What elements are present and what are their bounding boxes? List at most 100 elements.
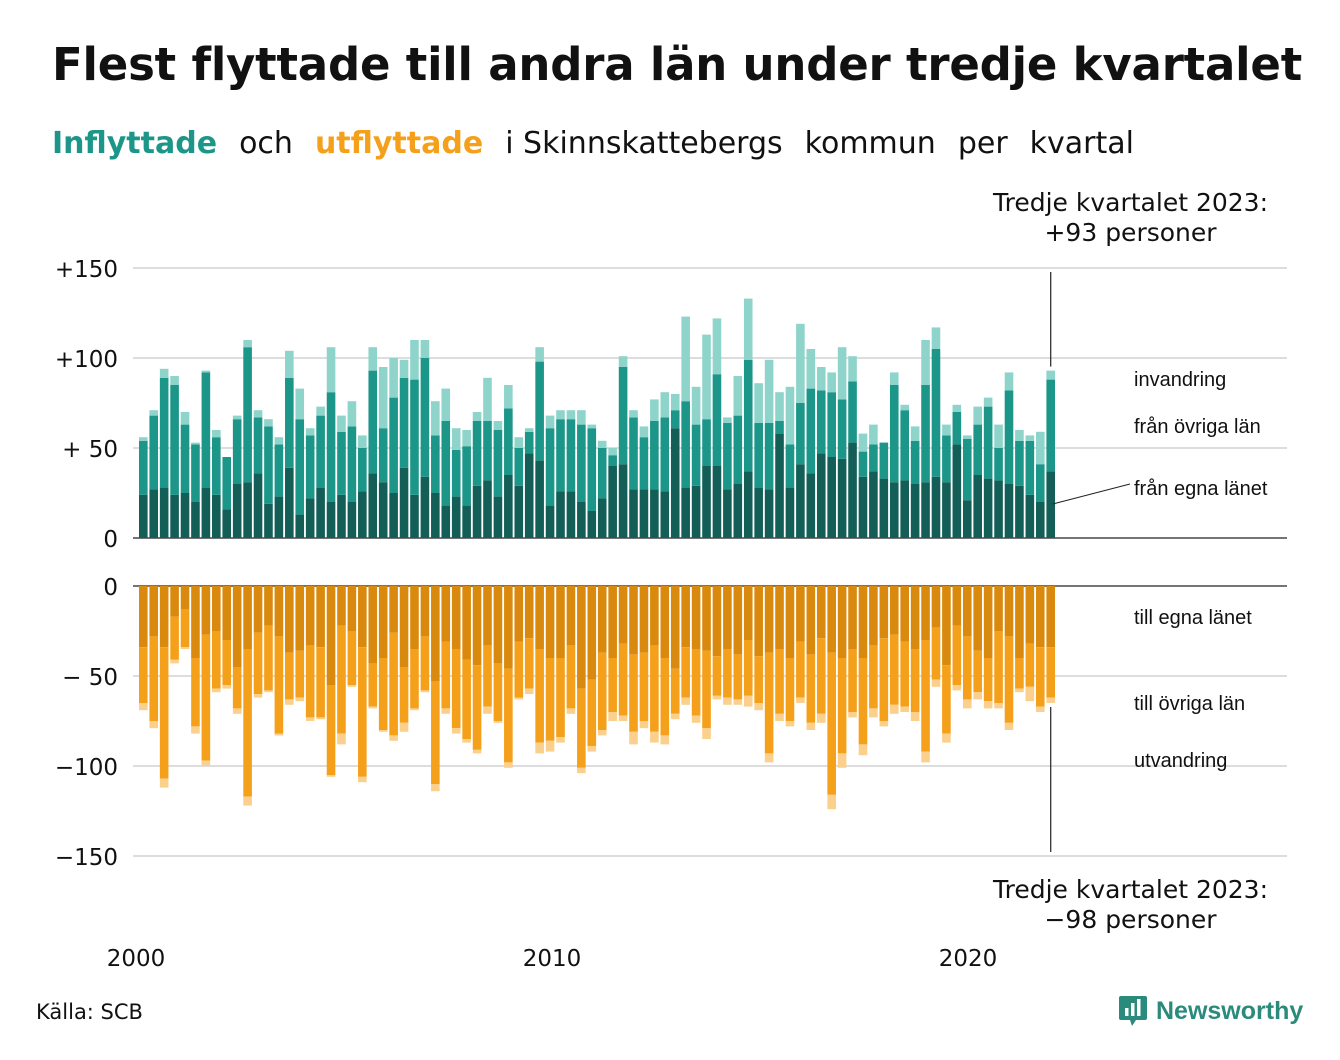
bar-outflow-ovriga bbox=[1015, 658, 1024, 689]
bar-outflow-utvandring bbox=[504, 762, 513, 768]
bar-outflow-ovriga bbox=[889, 634, 899, 705]
bar-outflow-ovriga bbox=[587, 679, 597, 747]
bar-inflow-egna bbox=[983, 478, 993, 538]
source-note: Källa: SCB bbox=[36, 1000, 143, 1024]
bar-inflow-invandring bbox=[159, 368, 169, 378]
bar-outflow-utvandring bbox=[264, 690, 273, 693]
bar-outflow-egna bbox=[420, 586, 430, 637]
bar-outflow-ovriga bbox=[191, 658, 200, 727]
bar-inflow-ovriga bbox=[535, 361, 544, 461]
bar-inflow-ovriga bbox=[983, 406, 993, 479]
bar-outflow-utvandring bbox=[378, 730, 388, 732]
bar-inflow-ovriga bbox=[514, 448, 524, 486]
bar-outflow-utvandring bbox=[577, 767, 586, 774]
bar-inflow-ovriga bbox=[1025, 440, 1035, 495]
bar-inflow-egna bbox=[472, 485, 482, 538]
bar-inflow-egna bbox=[535, 460, 544, 538]
bar-outflow-utvandring bbox=[775, 713, 784, 721]
bar-outflow-utvandring bbox=[931, 679, 941, 687]
bar-inflow-invandring bbox=[650, 399, 659, 421]
bar-outflow-ovriga bbox=[816, 638, 826, 714]
bar-inflow-ovriga bbox=[650, 421, 659, 490]
x-tick-label: 2000 bbox=[107, 946, 166, 972]
bar-inflow-egna bbox=[869, 471, 878, 538]
bar-inflow-invandring bbox=[253, 410, 263, 418]
bar-inflow-invandring bbox=[806, 349, 816, 389]
bar-outflow-ovriga bbox=[326, 685, 336, 775]
bar-outflow-ovriga bbox=[139, 647, 148, 703]
bar-outflow-egna bbox=[358, 586, 367, 648]
bar-outflow-egna bbox=[796, 586, 805, 642]
bar-outflow-ovriga bbox=[232, 667, 242, 709]
bar-outflow-ovriga bbox=[962, 636, 972, 700]
bar-outflow-egna bbox=[973, 586, 982, 651]
bar-outflow-utvandring bbox=[483, 706, 492, 714]
bar-outflow-ovriga bbox=[702, 650, 711, 729]
bar-outflow-ovriga bbox=[618, 643, 628, 716]
bar-inflow-invandring bbox=[681, 316, 690, 402]
bar-outflow-ovriga bbox=[170, 616, 179, 660]
bar-outflow-egna bbox=[858, 586, 868, 658]
bar-outflow-egna bbox=[493, 586, 503, 664]
bar-inflow-egna bbox=[712, 466, 722, 538]
bar-inflow-ovriga bbox=[691, 424, 701, 486]
bar-outflow-ovriga bbox=[378, 658, 388, 730]
bar-outflow-egna bbox=[556, 586, 565, 658]
annotation-top-line2: +93 personer bbox=[1044, 218, 1217, 247]
bar-outflow-utvandring bbox=[723, 697, 732, 705]
bar-inflow-ovriga bbox=[493, 430, 503, 497]
bar-inflow-egna bbox=[1004, 484, 1014, 538]
bar-inflow-ovriga bbox=[326, 392, 336, 502]
bar-inflow-egna bbox=[597, 498, 607, 538]
y-tick-label-inflow: + 50 bbox=[62, 437, 118, 463]
bar-inflow-egna bbox=[305, 498, 315, 538]
bar-outflow-ovriga bbox=[796, 641, 805, 698]
bar-inflow-invandring bbox=[243, 340, 252, 348]
legend-utvandring: utvandring bbox=[1134, 750, 1227, 772]
bar-outflow-ovriga bbox=[274, 636, 284, 734]
bar-outflow-ovriga bbox=[149, 636, 159, 721]
bar-outflow-egna bbox=[264, 586, 273, 626]
bar-inflow-egna bbox=[483, 480, 492, 538]
bar-inflow-egna bbox=[1046, 471, 1056, 538]
bar-inflow-ovriga bbox=[368, 370, 378, 474]
bar-outflow-utvandring bbox=[994, 703, 1003, 709]
bar-outflow-egna bbox=[326, 586, 336, 685]
bar-outflow-egna bbox=[524, 586, 534, 639]
newsworthy-logo: Newsworthy bbox=[1118, 994, 1303, 1028]
bar-outflow-egna bbox=[514, 586, 524, 642]
bar-outflow-egna bbox=[410, 586, 419, 649]
bar-outflow-utvandring bbox=[827, 794, 836, 810]
bar-inflow-egna bbox=[191, 502, 200, 538]
bar-inflow-invandring bbox=[775, 392, 784, 421]
bar-outflow-utvandring bbox=[796, 697, 805, 703]
bar-outflow-utvandring bbox=[650, 731, 659, 743]
bar-inflow-egna bbox=[368, 473, 378, 538]
bar-inflow-ovriga bbox=[201, 372, 211, 488]
bar-inflow-egna bbox=[587, 511, 597, 538]
bar-inflow-egna bbox=[420, 476, 430, 538]
bar-inflow-egna bbox=[910, 484, 920, 538]
bar-inflow-ovriga bbox=[139, 440, 148, 495]
bar-inflow-invandring bbox=[994, 424, 1003, 448]
bar-inflow-egna bbox=[431, 493, 440, 538]
bar-outflow-egna bbox=[702, 586, 711, 651]
bar-inflow-invandring bbox=[347, 401, 357, 427]
bar-inflow-invandring bbox=[556, 410, 565, 420]
bar-outflow-utvandring bbox=[358, 776, 367, 783]
bar-outflow-ovriga bbox=[921, 640, 930, 752]
bar-inflow-ovriga bbox=[191, 444, 200, 502]
bar-outflow-egna bbox=[827, 586, 836, 653]
bar-inflow-egna bbox=[347, 502, 357, 538]
bar-outflow-egna bbox=[191, 586, 200, 658]
bar-outflow-egna bbox=[295, 586, 305, 651]
bar-outflow-utvandring bbox=[556, 737, 565, 743]
bar-outflow-utvandring bbox=[983, 701, 993, 709]
bar-outflow-egna bbox=[274, 586, 284, 637]
bar-outflow-utvandring bbox=[691, 715, 701, 723]
bar-outflow-egna bbox=[566, 586, 576, 646]
y-tick-label-outflow: − 50 bbox=[62, 665, 118, 691]
bar-inflow-invandring bbox=[212, 430, 221, 438]
bar-inflow-ovriga bbox=[389, 397, 398, 493]
bar-inflow-ovriga bbox=[618, 367, 628, 465]
